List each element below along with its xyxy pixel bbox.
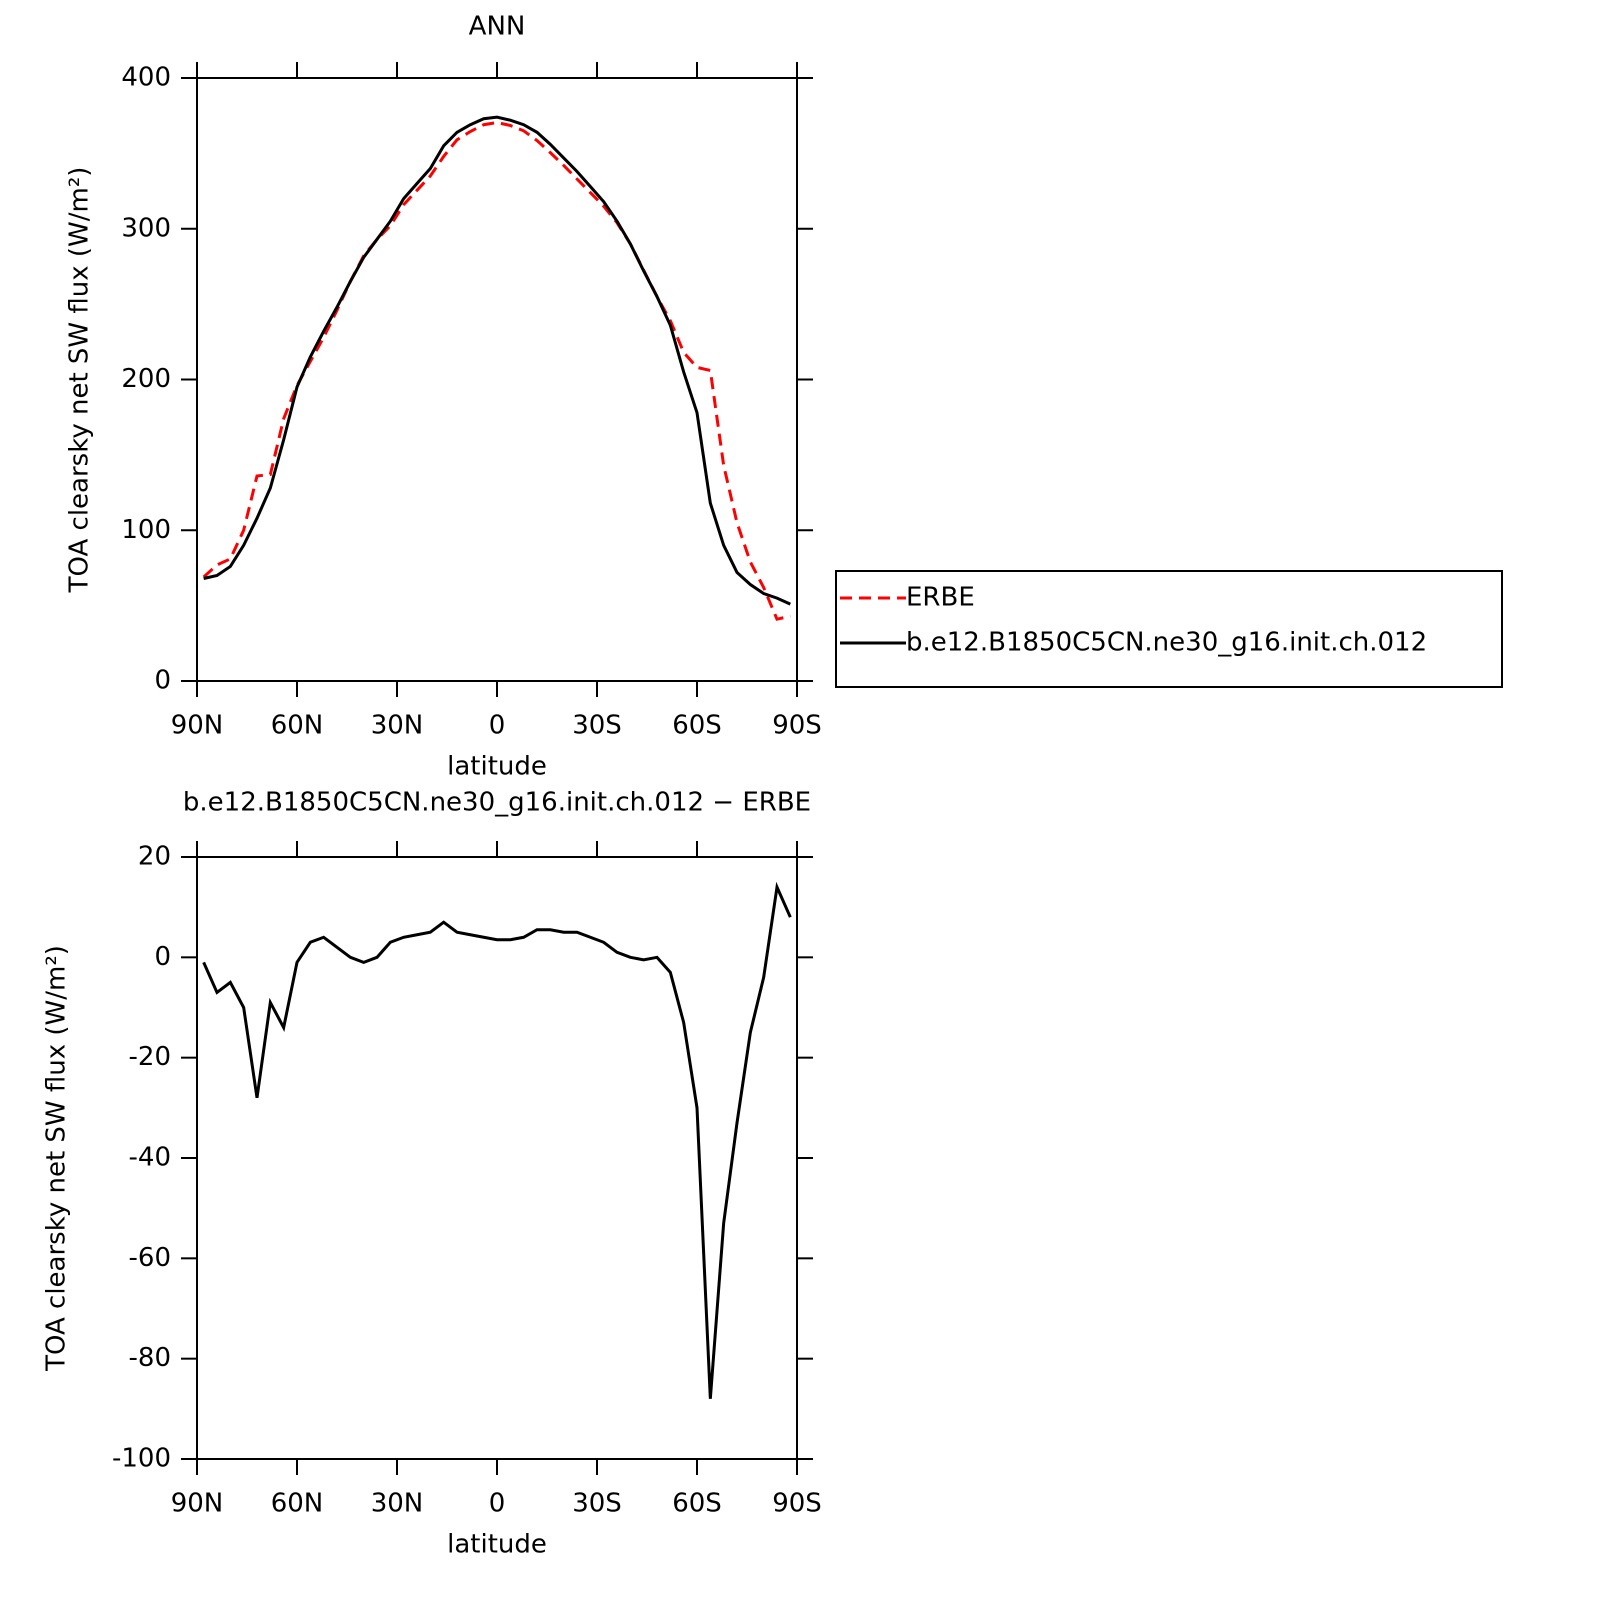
x-tick-label: 90N — [171, 1489, 224, 1519]
legend-box — [835, 570, 1503, 688]
x-tick-label: 30S — [572, 1489, 622, 1519]
y-axis-label: TOA clearsky net SW flux (W/m²) — [42, 945, 72, 1372]
y-tick-label: 400 — [121, 63, 171, 93]
x-tick-label: 60N — [271, 1489, 324, 1519]
y-axis-label: TOA clearsky net SW flux (W/m²) — [65, 167, 95, 594]
x-tick-label: 30S — [572, 711, 622, 741]
plot-frame — [196, 77, 798, 682]
y-tick-label: -100 — [112, 1444, 171, 1474]
x-tick-label: 60S — [672, 1489, 722, 1519]
y-tick-label: -40 — [129, 1143, 171, 1173]
series-line — [202, 881, 792, 1399]
y-tick-label: 300 — [121, 213, 171, 243]
chart-title: b.e12.B1850C5CN.ne30_g16.init.ch.012 − E… — [183, 788, 811, 818]
y-tick-label: 100 — [121, 515, 171, 545]
legend-label: b.e12.B1850C5CN.ne30_g16.init.ch.012 — [906, 628, 1427, 658]
x-axis-label: latitude — [447, 752, 547, 782]
x-tick-label: 60S — [672, 711, 722, 741]
y-tick-label: 200 — [121, 364, 171, 394]
x-tick-label: 30N — [371, 1489, 424, 1519]
y-tick-label: 20 — [138, 842, 171, 872]
x-tick-label: 0 — [489, 1489, 506, 1519]
x-tick-label: 60N — [271, 711, 324, 741]
x-tick-label: 90S — [772, 1489, 822, 1519]
plot-frame — [196, 856, 798, 1460]
x-tick-label: 0 — [489, 711, 506, 741]
y-tick-label: -60 — [129, 1243, 171, 1273]
x-tick-label: 30N — [371, 711, 424, 741]
x-tick-label: 90N — [171, 711, 224, 741]
chart-title: ANN — [469, 12, 526, 42]
y-tick-label: 0 — [154, 942, 171, 972]
x-axis-label: latitude — [447, 1530, 547, 1560]
legend-label: ERBE — [906, 583, 975, 613]
series-line — [202, 120, 791, 621]
series-line — [203, 115, 791, 606]
y-tick-label: -80 — [129, 1343, 171, 1373]
y-tick-label: 0 — [154, 666, 171, 696]
x-tick-label: 90S — [772, 711, 822, 741]
y-tick-label: -20 — [129, 1042, 171, 1072]
